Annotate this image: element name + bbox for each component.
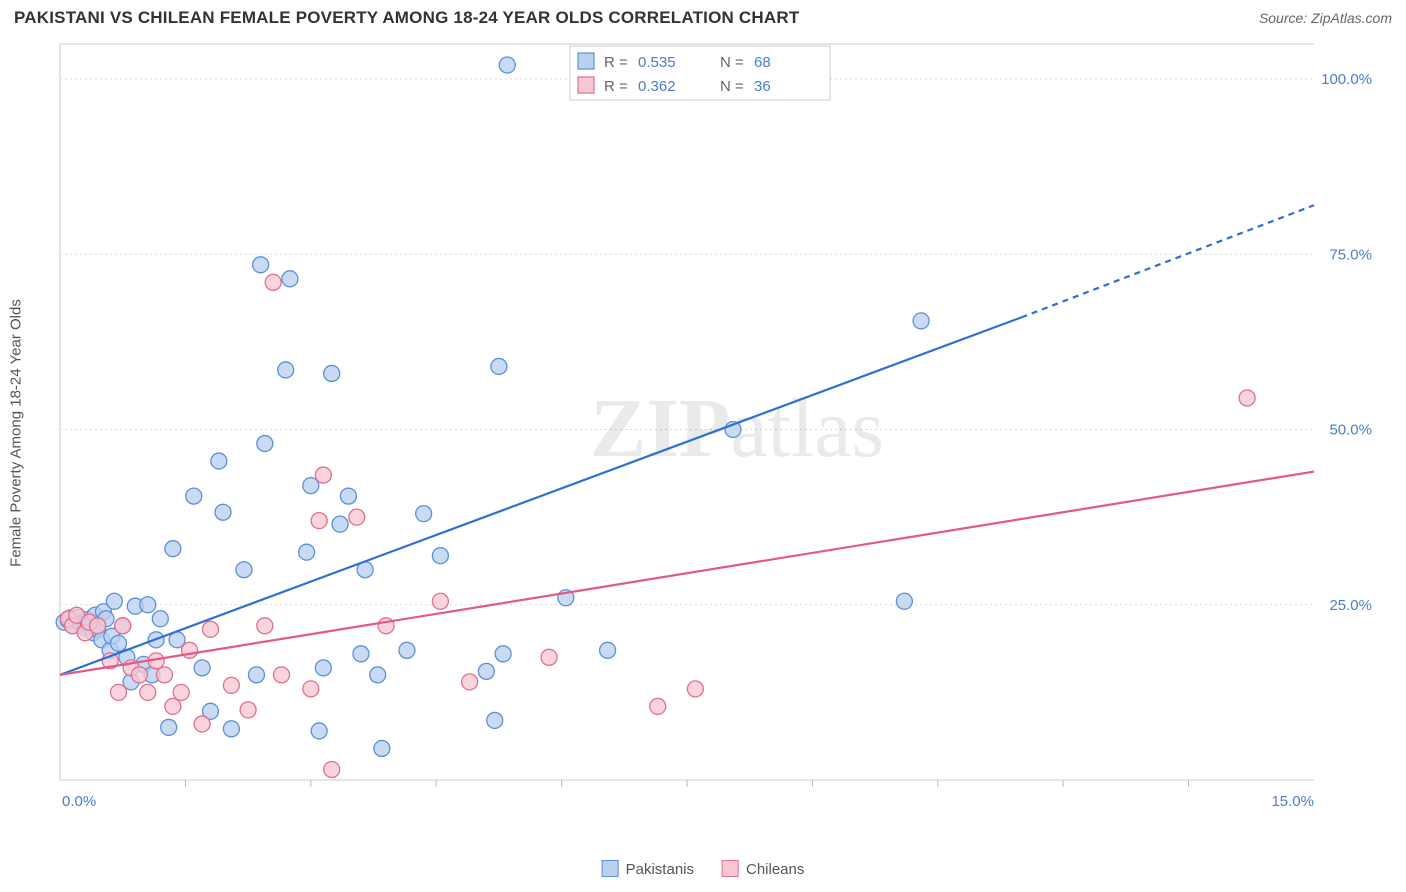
data-point: [491, 358, 507, 374]
series-legend: Pakistanis Chileans: [602, 860, 805, 878]
n-label: N =: [720, 54, 744, 71]
r-value: 0.535: [638, 54, 676, 71]
data-point: [324, 365, 340, 381]
data-point: [324, 761, 340, 777]
legend-swatch: [578, 53, 594, 69]
data-point: [106, 593, 122, 609]
data-point: [111, 635, 127, 651]
y-tick-label: 75.0%: [1329, 246, 1372, 263]
data-point: [236, 562, 252, 578]
data-point: [173, 684, 189, 700]
data-point: [248, 667, 264, 683]
data-point: [194, 660, 210, 676]
data-point: [311, 513, 327, 529]
y-axis-label: Female Poverty Among 18-24 Year Olds: [8, 299, 25, 567]
data-point: [340, 488, 356, 504]
data-point: [913, 313, 929, 329]
data-point: [315, 660, 331, 676]
data-point: [487, 712, 503, 728]
data-point: [462, 674, 478, 690]
data-point: [399, 642, 415, 658]
data-point: [650, 698, 666, 714]
x-tick-label: 0.0%: [62, 793, 96, 810]
data-point: [332, 516, 348, 532]
data-point: [1239, 390, 1255, 406]
data-point: [182, 642, 198, 658]
data-point: [265, 274, 281, 290]
data-point: [223, 677, 239, 693]
data-point: [282, 271, 298, 287]
data-point: [152, 611, 168, 627]
data-point: [499, 57, 515, 73]
legend-item: Pakistanis: [602, 860, 694, 878]
data-point: [186, 488, 202, 504]
data-point: [374, 740, 390, 756]
data-point: [687, 681, 703, 697]
data-point: [315, 467, 331, 483]
data-point: [215, 504, 231, 520]
data-point: [299, 544, 315, 560]
legend-label: Pakistanis: [626, 861, 694, 878]
data-point: [541, 649, 557, 665]
trend-line: [60, 317, 1021, 674]
data-point: [165, 698, 181, 714]
data-point: [478, 663, 494, 679]
data-point: [495, 646, 511, 662]
data-point: [223, 721, 239, 737]
data-point: [194, 716, 210, 732]
data-point: [257, 436, 273, 452]
legend-swatch: [722, 860, 739, 877]
y-tick-label: 25.0%: [1329, 597, 1372, 614]
r-label: R =: [604, 78, 628, 95]
n-value: 68: [754, 54, 771, 71]
x-tick-label: 15.0%: [1271, 793, 1314, 810]
data-point: [370, 667, 386, 683]
data-point: [253, 257, 269, 273]
y-tick-label: 100.0%: [1321, 71, 1372, 88]
y-tick-label: 50.0%: [1329, 422, 1372, 439]
data-point: [303, 681, 319, 697]
r-label: R =: [604, 54, 628, 71]
legend-swatch: [578, 77, 594, 93]
data-point: [90, 618, 106, 634]
legend-swatch: [602, 860, 619, 877]
data-point: [257, 618, 273, 634]
data-point: [278, 362, 294, 378]
chart-source: Source: ZipAtlas.com: [1259, 10, 1392, 26]
data-point: [311, 723, 327, 739]
data-point: [600, 642, 616, 658]
data-point: [896, 593, 912, 609]
n-value: 36: [754, 78, 771, 95]
scatter-chart: 25.0%50.0%75.0%100.0%ZIPatlas0.0%15.0%R …: [50, 38, 1380, 828]
data-point: [140, 684, 156, 700]
data-point: [161, 719, 177, 735]
data-point: [111, 684, 127, 700]
r-value: 0.362: [638, 78, 676, 95]
data-point: [416, 506, 432, 522]
n-label: N =: [720, 78, 744, 95]
data-point: [202, 621, 218, 637]
legend-item: Chileans: [722, 860, 804, 878]
data-point: [131, 667, 147, 683]
data-point: [157, 667, 173, 683]
legend-label: Chileans: [746, 861, 804, 878]
plot-area: Female Poverty Among 18-24 Year Olds 25.…: [50, 38, 1392, 828]
data-point: [240, 702, 256, 718]
data-point: [432, 593, 448, 609]
data-point: [165, 541, 181, 557]
trend-line-extrapolated: [1021, 205, 1314, 317]
data-point: [211, 453, 227, 469]
data-point: [274, 667, 290, 683]
data-point: [353, 646, 369, 662]
data-point: [432, 548, 448, 564]
data-point: [115, 618, 131, 634]
data-point: [140, 597, 156, 613]
chart-title: PAKISTANI VS CHILEAN FEMALE POVERTY AMON…: [14, 8, 799, 28]
data-point: [349, 509, 365, 525]
